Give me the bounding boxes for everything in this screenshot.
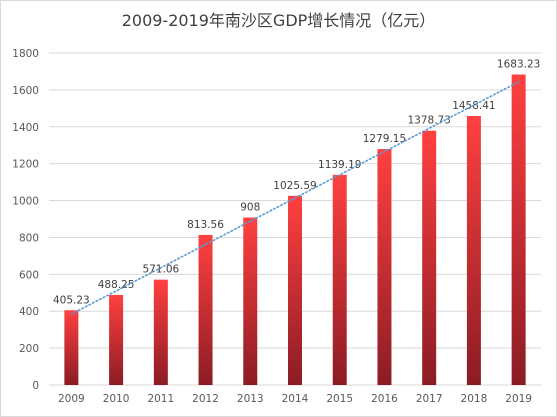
data-labels: 405.23 488.25 571.06 813.56 908 1025.591139.1… <box>53 59 540 307</box>
data-label: 1025.59 <box>273 180 316 192</box>
bar <box>198 234 213 385</box>
x-tick-label: 2011 <box>147 393 174 405</box>
x-tick-label: 2014 <box>282 393 309 405</box>
y-axis-ticks: 0 200 400 600 800 1000 1200 1400 1600 1800 <box>12 48 39 392</box>
chart-title: 2009-2019年南沙区GDP增长情况（亿元） <box>121 11 436 30</box>
x-axis-ticks: 2009 2010 2011 2012 2013 2014 2015 2016 2017 2018… <box>58 393 532 405</box>
trendline <box>70 81 520 316</box>
bar <box>288 195 302 385</box>
trendline-path <box>70 81 520 316</box>
bar <box>243 217 258 385</box>
y-tick-label: 1800 <box>12 48 39 60</box>
y-tick-label: 400 <box>19 306 39 318</box>
data-label: 1279.15 <box>363 133 406 145</box>
bars <box>64 74 526 386</box>
x-tick-label: 2012 <box>192 393 219 405</box>
bar <box>377 149 392 385</box>
data-label: 908 <box>240 202 260 214</box>
x-tick-label: 2017 <box>416 393 443 405</box>
data-label: 405.23 <box>53 294 90 306</box>
x-tick-label: 2013 <box>237 393 264 405</box>
x-tick-label: 2016 <box>371 393 398 405</box>
y-tick-label: 600 <box>19 269 39 281</box>
bar <box>332 174 347 385</box>
y-tick-label: 1600 <box>12 85 39 97</box>
data-label: 1139.19 <box>318 159 361 171</box>
x-tick-label: 2015 <box>326 393 353 405</box>
data-label: 1378.73 <box>407 115 450 127</box>
bar <box>466 116 481 385</box>
data-label: 488.25 <box>98 279 135 291</box>
y-tick-label: 200 <box>19 343 39 355</box>
bar <box>109 294 124 385</box>
y-tick-label: 1400 <box>12 122 39 134</box>
y-tick-label: 1200 <box>12 159 39 171</box>
bar <box>64 310 79 385</box>
y-tick-label: 0 <box>32 380 39 392</box>
bar <box>422 130 437 385</box>
x-tick-label: 2018 <box>461 393 488 405</box>
bar <box>511 74 526 386</box>
bar <box>153 279 168 385</box>
data-label: 813.56 <box>187 219 224 231</box>
data-label: 571.06 <box>142 264 179 276</box>
x-tick-label: 2010 <box>103 393 130 405</box>
x-tick-label: 2019 <box>505 393 532 405</box>
y-tick-label: 800 <box>19 232 39 244</box>
data-label: 1683.23 <box>497 59 540 71</box>
x-tick-label: 2009 <box>58 393 85 405</box>
data-label: 1458.41 <box>452 100 495 112</box>
y-tick-label: 1000 <box>12 196 39 208</box>
